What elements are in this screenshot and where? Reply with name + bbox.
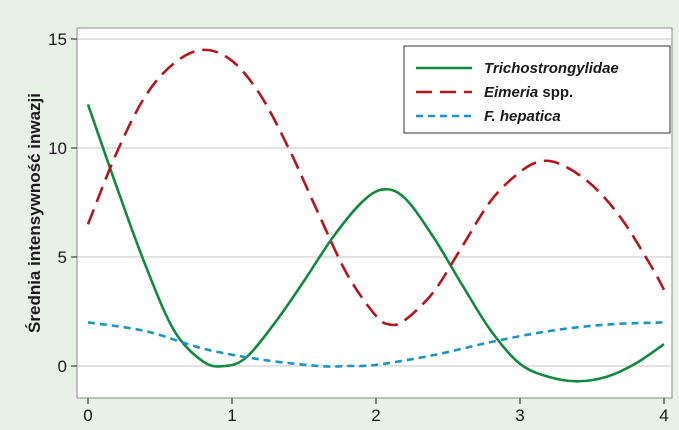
x-tick-label: 1 xyxy=(227,406,236,425)
series-line-3 xyxy=(87,321,665,368)
legend-box xyxy=(403,45,671,134)
legend-label-1: Trichostrongylidae xyxy=(484,60,619,77)
legend-label-italic: F. hepatica xyxy=(484,108,561,125)
series-line-2 xyxy=(86,48,666,327)
legend-label-plain: spp. xyxy=(538,84,573,101)
x-tick-label: 3 xyxy=(515,406,524,425)
y-tick-label: 10 xyxy=(48,139,67,158)
x-tick-label: 2 xyxy=(371,406,380,425)
legend-label-3: F. hepatica xyxy=(484,108,561,125)
series-line-1 xyxy=(86,103,665,383)
y-tick-label: 0 xyxy=(58,357,67,376)
x-tick-label: 0 xyxy=(83,406,92,425)
x-tick-label: 4 xyxy=(659,406,668,425)
y-tick-label: 5 xyxy=(58,248,67,267)
legend-label-italic: Eimeria xyxy=(484,84,538,101)
y-axis-title: Średnia intensywność inwazji xyxy=(25,93,44,333)
legend-label-2: Eimeria spp. xyxy=(484,84,573,101)
legend-label-italic: Trichostrongylidae xyxy=(484,60,619,77)
y-tick-label: 15 xyxy=(48,30,67,49)
